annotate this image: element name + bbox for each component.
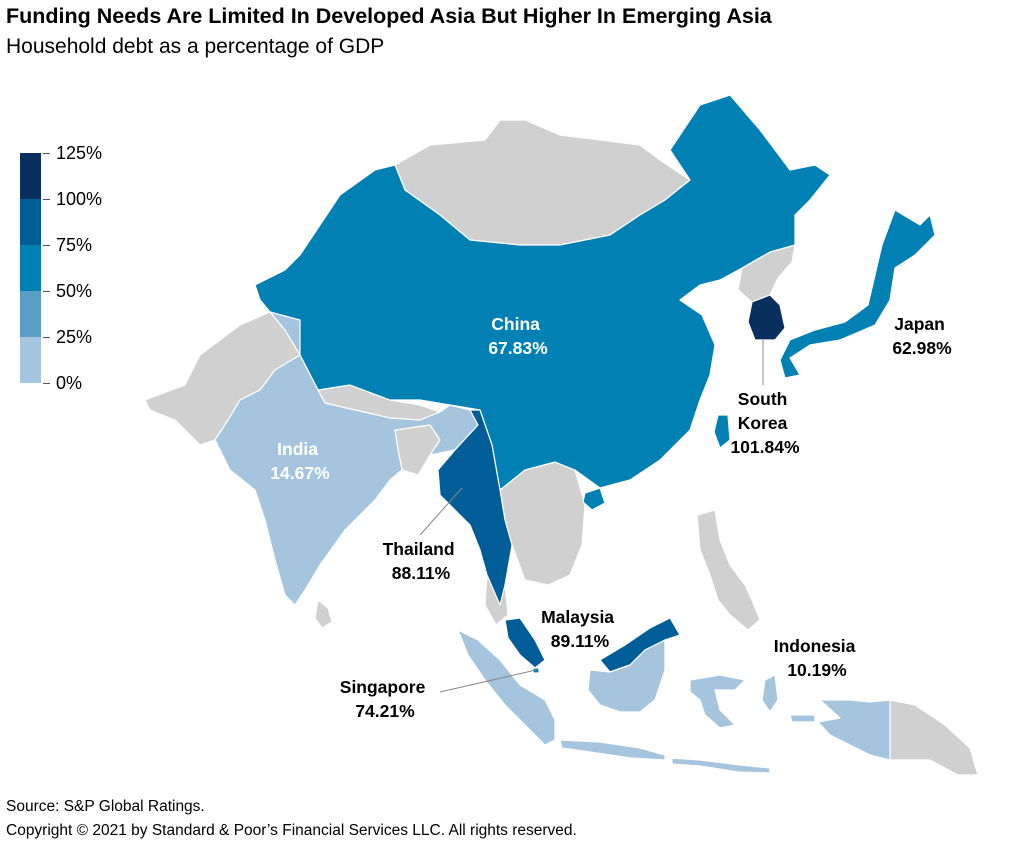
legend-tick (43, 153, 50, 154)
leader-line-singapore (439, 669, 537, 693)
region-philippines (696, 509, 761, 631)
chart-subtitle: Household debt as a percentage of GDP (6, 35, 385, 58)
legend-label-75: 75% (56, 235, 93, 255)
label-thailand-value: 88.11% (392, 563, 451, 583)
label-thailand-name: Thailand (383, 539, 455, 559)
label-south-korea-line2: Korea (738, 413, 788, 433)
chart-title: Funding Needs Are Limited In Developed A… (6, 4, 772, 28)
label-thailand: Thailand 88.11% (383, 539, 460, 583)
region-japan (779, 209, 936, 379)
region-indonesia-sulawesi (689, 674, 746, 729)
region-india (214, 299, 479, 606)
label-china: China 67.83% (488, 314, 548, 358)
label-singapore-name: Singapore (340, 677, 426, 697)
label-south-korea: South Korea 101.84% (730, 389, 800, 457)
legend-label-0: 0% (56, 373, 83, 393)
label-malaysia-value: 89.11% (551, 631, 610, 651)
region-indonesia-lesser-sunda (671, 757, 771, 774)
legend: 125% 100% 75% 50% 25% 0% (20, 144, 130, 392)
region-papua-new-guinea (889, 699, 979, 776)
label-china-name: China (491, 314, 540, 334)
legend-tick (43, 245, 50, 246)
legend-label-50: 50% (56, 281, 93, 301)
region-hainan (582, 487, 606, 511)
label-malaysia-name: Malaysia (541, 607, 614, 627)
legend-tick (43, 337, 50, 338)
legend-swatch-100-125 (20, 153, 41, 199)
region-thailand (437, 409, 513, 606)
region-china (254, 94, 831, 491)
label-japan: Japan 62.98% (892, 314, 952, 358)
label-japan-value: 62.98% (892, 338, 952, 358)
legend-swatch-50-75 (20, 245, 41, 291)
legend-tick (43, 291, 50, 292)
region-malaysia-peninsula (504, 617, 546, 669)
label-singapore-value: 74.21% (355, 701, 415, 721)
legend-label-125: 125% (56, 143, 103, 163)
label-singapore: Singapore 74.21% (340, 677, 430, 721)
label-south-korea-value: 101.84% (730, 437, 800, 457)
label-india-name: India (277, 439, 318, 459)
legend-swatch-25-50 (20, 291, 41, 337)
label-indonesia-value: 10.19% (787, 660, 847, 680)
region-indonesia-papua (817, 699, 891, 761)
label-china-value: 67.83% (488, 338, 548, 358)
leader-line-thailand (419, 487, 463, 536)
legend-swatch-0-25 (20, 337, 41, 383)
label-india: India 14.67% (270, 439, 330, 483)
region-south-korea (747, 294, 786, 341)
legend-tick (43, 199, 50, 200)
copyright-note: Copyright © 2021 by Standard & Poor’s Fi… (6, 822, 577, 839)
legend-label-25: 25% (56, 327, 93, 347)
source-note: Source: S&P Global Ratings. (6, 798, 205, 815)
legend-label-100: 100% (56, 189, 103, 209)
label-south-korea-line1: South (738, 389, 788, 409)
label-japan-name: Japan (894, 314, 945, 334)
region-sri-lanka (314, 599, 333, 629)
label-indonesia: Indonesia 10.19% (774, 636, 861, 680)
label-malaysia: Malaysia 89.11% (541, 607, 619, 651)
legend-swatch-75-100 (20, 199, 41, 245)
label-india-value: 14.67% (270, 463, 330, 483)
region-indonesia-sumatra (457, 629, 556, 746)
legend-tick (43, 383, 50, 384)
region-indonesia-borneo (587, 639, 666, 713)
region-taiwan (713, 414, 731, 449)
region-indonesia-java (559, 739, 666, 761)
region-indonesia-maluku (761, 674, 816, 723)
label-indonesia-name: Indonesia (774, 636, 856, 656)
